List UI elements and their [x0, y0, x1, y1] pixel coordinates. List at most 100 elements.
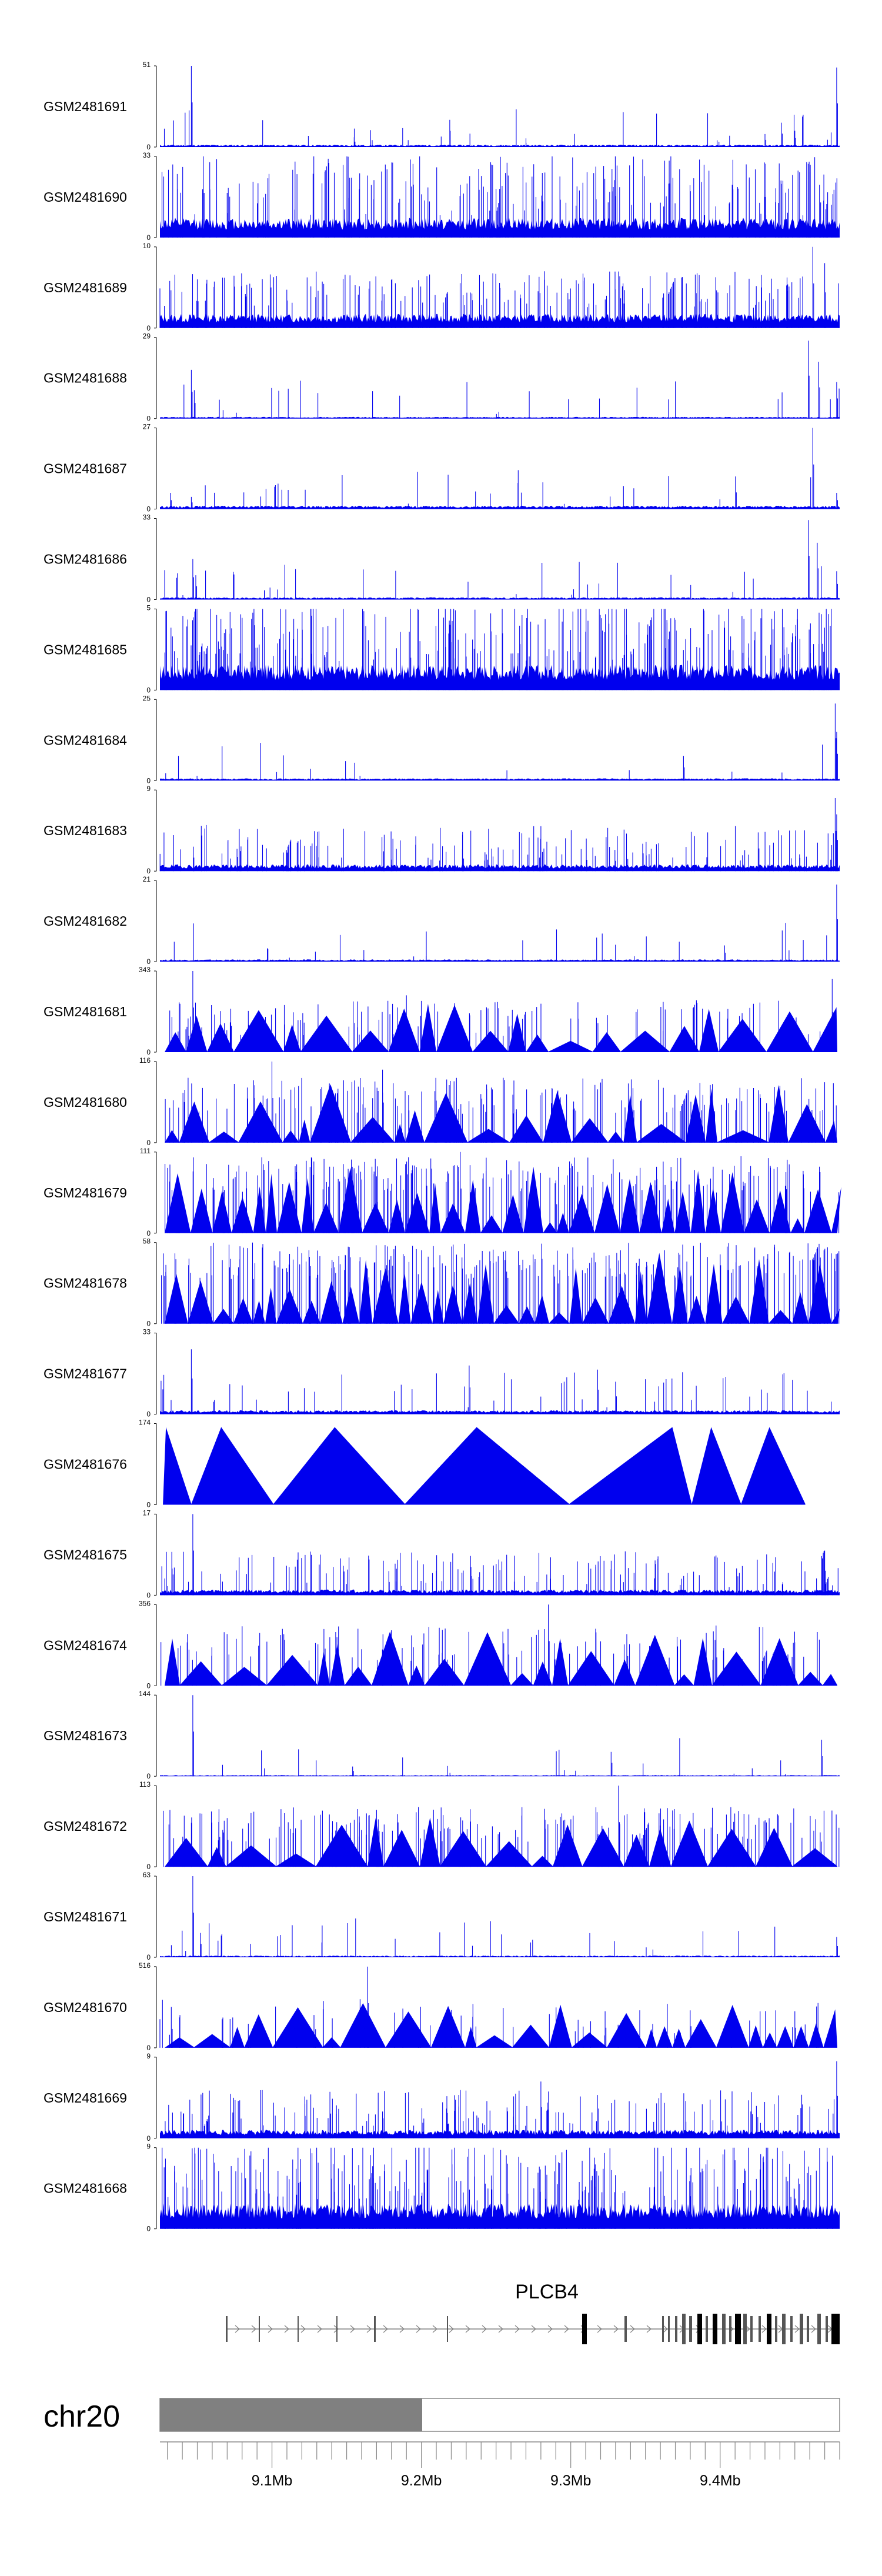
y-zero-label: 0 — [146, 1772, 151, 1780]
strand-arrow — [268, 2325, 273, 2333]
strand-arrow — [498, 2325, 503, 2333]
y-zero-label: 0 — [146, 2134, 151, 2143]
y-max-label: 516 — [139, 1961, 151, 1970]
gene-exon — [336, 2316, 338, 2342]
track-label: GSM2481681 — [44, 1004, 127, 1019]
track-GSM2481683: GSM2481683 9 0 — [44, 785, 840, 875]
gene-exon — [682, 2314, 686, 2344]
strand-arrow — [333, 2325, 339, 2333]
track-GSM2481670: GSM2481670 516 0 — [44, 1961, 837, 2052]
gene-exon — [675, 2316, 677, 2342]
coverage-spikes — [159, 798, 838, 872]
track-GSM2481675: GSM2481675 17 0 — [44, 1509, 840, 1599]
strand-arrow — [383, 2325, 388, 2333]
axis-tick-label: 9.2Mb — [401, 2472, 442, 2489]
coverage-spikes — [164, 520, 838, 600]
track-GSM2481673: GSM2481673 144 0 — [44, 1690, 840, 1780]
coverage-area — [160, 145, 840, 147]
gene-exon — [662, 2316, 664, 2342]
coverage-area — [165, 1004, 837, 1052]
strand-arrow — [482, 2325, 487, 2333]
coverage-area — [160, 505, 840, 509]
gene-name-label: PLCB4 — [515, 2281, 579, 2303]
coverage-area — [160, 664, 840, 690]
y-max-label: 17 — [143, 1509, 151, 1517]
track-label: GSM2481670 — [44, 2000, 127, 2015]
y-max-label: 25 — [143, 694, 151, 702]
track-label: GSM2481669 — [44, 2090, 127, 2105]
strand-arrow — [432, 2325, 437, 2333]
strand-arrow — [465, 2325, 470, 2333]
track-label: GSM2481671 — [44, 1909, 127, 1924]
track-label: GSM2481675 — [44, 1547, 127, 1562]
strand-arrow — [350, 2325, 355, 2333]
strand-arrow — [663, 2325, 668, 2333]
y-max-label: 5 — [146, 603, 151, 612]
y-zero-label: 0 — [146, 2044, 151, 2052]
coverage-spikes — [161, 1349, 832, 1414]
coverage-area — [160, 313, 840, 328]
track-GSM2481687: GSM2481687 27 0 — [44, 423, 840, 513]
coverage-spikes — [165, 1061, 837, 1143]
strand-arrow — [317, 2325, 322, 2333]
y-zero-label: 0 — [146, 2225, 151, 2233]
track-label: GSM2481689 — [44, 280, 127, 295]
y-max-label: 9 — [146, 785, 151, 793]
y-zero-label: 0 — [146, 324, 151, 332]
coverage-area — [165, 1084, 837, 1143]
y-max-label: 33 — [143, 1328, 151, 1336]
gene-exon — [800, 2314, 803, 2344]
gene-exon — [790, 2316, 793, 2342]
gene-exon — [668, 2316, 670, 2342]
y-zero-label: 0 — [146, 1410, 151, 1419]
genomic-axis: 9.1Mb 9.2Mb 9.3Mb 9.4Mb — [160, 2441, 840, 2489]
track-label: GSM2481684 — [44, 732, 127, 748]
coverage-area — [163, 1427, 806, 1505]
track-label: GSM2481680 — [44, 1095, 127, 1110]
coverage-spikes — [159, 1966, 818, 2048]
y-max-label: 343 — [139, 966, 151, 974]
strand-arrow — [416, 2325, 421, 2333]
gene-exon — [831, 2314, 840, 2344]
coverage-spikes — [192, 1695, 823, 1777]
track-GSM2481682: GSM2481682 21 0 — [44, 875, 840, 966]
coverage-area — [160, 2203, 840, 2229]
strand-arrow — [235, 2325, 240, 2333]
y-max-label: 10 — [143, 242, 151, 250]
track-GSM2481674: GSM2481674 356 0 — [44, 1599, 837, 1690]
track-label: GSM2481674 — [44, 1637, 127, 1653]
y-zero-label: 0 — [146, 1953, 151, 1961]
y-zero-label: 0 — [146, 1048, 151, 1056]
coverage-area — [160, 864, 840, 872]
y-zero-label: 0 — [146, 233, 151, 242]
coverage-spikes — [165, 1152, 840, 1233]
track-label: GSM2481668 — [44, 2181, 127, 2196]
gene-exon — [729, 2316, 731, 2342]
coverage-spikes — [161, 1604, 820, 1686]
track-GSM2481686: GSM2481686 33 0 — [44, 513, 840, 604]
track-GSM2481684: GSM2481684 25 0 — [44, 694, 840, 785]
track-GSM2481688: GSM2481688 29 0 — [44, 332, 840, 423]
y-zero-label: 0 — [146, 143, 151, 151]
strand-arrow — [300, 2325, 306, 2333]
track-GSM2481685: GSM2481685 5 0 — [44, 603, 840, 694]
gene-exon — [374, 2316, 376, 2342]
y-max-label: 33 — [143, 151, 151, 159]
axis-tick-label: 9.4Mb — [700, 2472, 740, 2489]
coverage-area — [160, 959, 840, 962]
y-max-label: 174 — [139, 1419, 151, 1427]
gene-exon — [447, 2316, 448, 2342]
coverage-area — [160, 1410, 840, 1414]
gene-exon — [259, 2316, 260, 2342]
track-GSM2481668: GSM2481668 9 0 — [44, 2143, 840, 2233]
track-label: GSM2481678 — [44, 1276, 127, 1291]
track-label: GSM2481686 — [44, 552, 127, 567]
strand-arrow — [564, 2325, 569, 2333]
gene-exon — [735, 2314, 741, 2344]
coverage-spikes — [165, 703, 838, 781]
axis-tick-label: 9.1Mb — [252, 2472, 292, 2489]
gene-exon — [750, 2316, 753, 2342]
y-zero-label: 0 — [146, 1591, 151, 1599]
coverage-spikes — [159, 246, 839, 328]
